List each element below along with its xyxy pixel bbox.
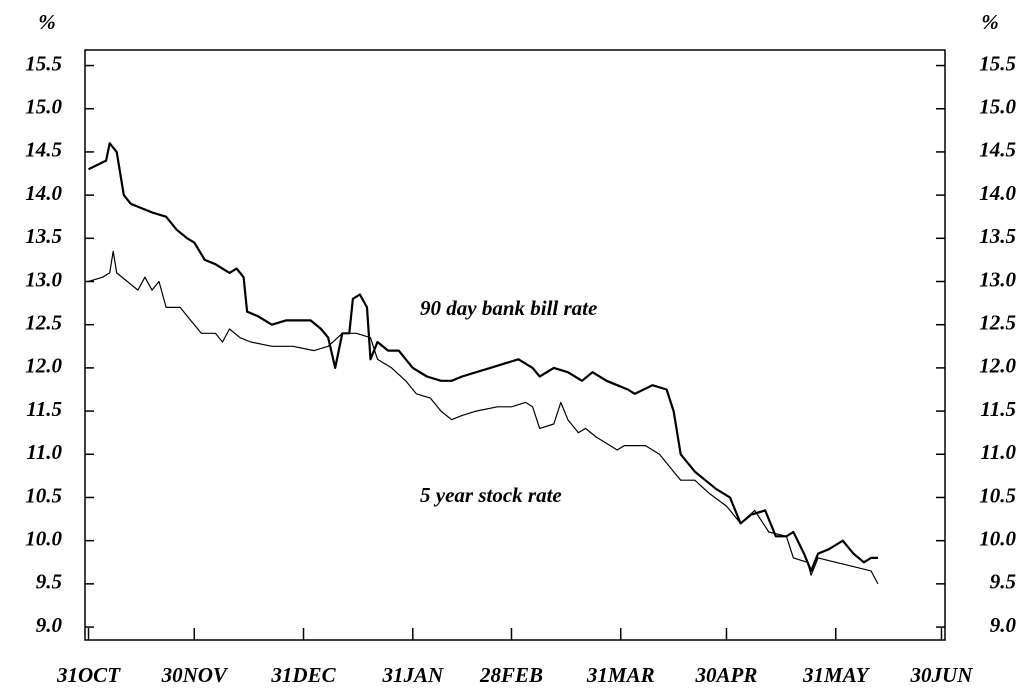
- y-tick-label: 11.0: [26, 440, 62, 464]
- y-unit-right: %: [981, 10, 999, 34]
- x-tick-label: 28FEB: [479, 663, 543, 687]
- y2-tick-label: 15.5: [979, 51, 1016, 75]
- y2-tick-label: 9.5: [990, 570, 1016, 594]
- x-tick-label: 31MAY: [802, 663, 871, 687]
- y-tick-label: 14.0: [25, 181, 62, 205]
- y-tick-label: 9.0: [36, 613, 63, 637]
- x-tick-label: 31OCT: [56, 663, 121, 687]
- y-tick-label: 12.0: [25, 354, 62, 378]
- y2-tick-label: 10.5: [979, 483, 1016, 507]
- y2-tick-label: 12.5: [979, 311, 1016, 335]
- y-tick-label: 10.5: [25, 483, 62, 507]
- y2-tick-label: 11.5: [980, 397, 1016, 421]
- y2-tick-label: 14.5: [979, 138, 1016, 162]
- x-tick-label: 30NOV: [161, 663, 229, 687]
- line-series: [88, 250, 879, 585]
- y-tick-label: 15.0: [25, 95, 62, 119]
- y2-tick-label: 13.5: [979, 224, 1016, 248]
- y2-tick-label: 9.0: [990, 613, 1017, 637]
- annotation: 5 year stock rate: [420, 483, 562, 507]
- y2-tick-label: 12.0: [979, 354, 1016, 378]
- x-tick-label: 30APR: [695, 663, 758, 687]
- y2-tick-label: 14.0: [979, 181, 1016, 205]
- y2-tick-label: 15.0: [979, 95, 1016, 119]
- y-tick-label: 9.5: [36, 570, 62, 594]
- x-tick-label: 31MAR: [586, 663, 655, 687]
- annotation: 90 day bank bill rate: [420, 296, 597, 320]
- plot-frame: [84, 49, 946, 641]
- y-tick-label: 11.5: [26, 397, 62, 421]
- y2-tick-label: 11.0: [980, 440, 1016, 464]
- y-unit-left: %: [38, 10, 56, 34]
- x-tick-label: 31DEC: [270, 663, 336, 687]
- y-tick-label: 13.5: [25, 224, 62, 248]
- y-tick-label: 15.5: [25, 51, 62, 75]
- y-tick-label: 10.0: [25, 526, 62, 550]
- x-tick-label: 31JAN: [381, 663, 444, 687]
- x-tick-label: 30JUN: [910, 663, 974, 687]
- line-series: [88, 142, 878, 572]
- y-tick-label: 14.5: [25, 138, 62, 162]
- y2-tick-label: 13.0: [979, 267, 1016, 291]
- y-tick-label: 12.5: [25, 311, 62, 335]
- y-tick-label: 13.0: [25, 267, 62, 291]
- y2-tick-label: 10.0: [979, 526, 1016, 550]
